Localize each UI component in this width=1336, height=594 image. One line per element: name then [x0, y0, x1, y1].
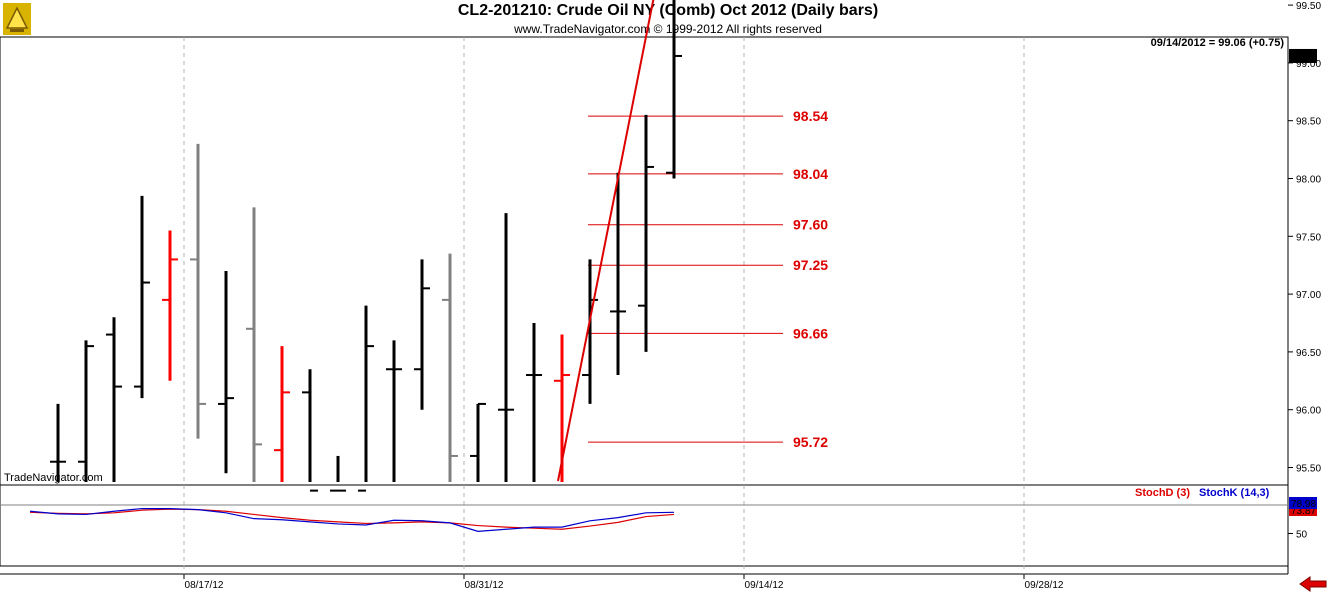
ohlc-bar	[666, 0, 682, 179]
tradenavigator-logo-icon	[3, 3, 31, 35]
legend-stoch-k: StochK (14,3)	[1199, 487, 1270, 499]
ohlc-bar	[442, 253, 458, 482]
y-tick-label: 97.00	[1296, 290, 1321, 301]
fib-red-label: 97.25	[793, 257, 828, 273]
fib-red-label: 98.04	[793, 166, 828, 182]
legend-stoch-d: StochD (3)	[1135, 487, 1190, 499]
stoch-k-value-box	[1289, 497, 1317, 509]
ohlc-bar	[610, 172, 626, 376]
title-bar: CL2-201210: Crude Oil NY (Comb) Oct 2012…	[0, 0, 1336, 38]
watermark-text: TradeNavigator.com	[4, 472, 103, 484]
ohlc-bar	[638, 114, 654, 352]
y-tick-label: 95.50	[1296, 464, 1321, 475]
y-tick-label: 98.50	[1296, 117, 1321, 128]
last-price-box	[1289, 48, 1317, 63]
fib-red-label: 98.54	[793, 108, 828, 124]
fib-levels: 102.27102.72102.56101.72101.21100.67100.…	[588, 108, 828, 450]
ohlc-bars	[50, 0, 682, 492]
y-tick-label: 96.50	[1296, 348, 1321, 359]
y-tick-label: 98.00	[1296, 175, 1321, 186]
fib-red-label: 97.60	[793, 217, 828, 233]
ohlc-bar	[358, 305, 374, 492]
x-tick-label: 09/14/12	[745, 580, 784, 591]
ohlc-bar	[78, 340, 94, 482]
copyright-text: www.TradeNavigator.com © 1999-2012 All r…	[514, 22, 822, 36]
ohlc-bar	[498, 213, 514, 482]
ohlc-bar	[414, 259, 430, 410]
stoch-d-value: 73.87	[1291, 506, 1316, 517]
ohlc-bar	[162, 230, 178, 381]
ohlc-bar	[246, 207, 262, 482]
ohlc-bar	[582, 259, 598, 404]
price-panel-frame	[0, 36, 1289, 486]
fib-red-label: 96.66	[793, 325, 828, 341]
stoch-panel-frame	[0, 484, 1289, 567]
ohlc-bar	[386, 340, 402, 482]
chart-title: CL2-201210: Crude Oil NY (Comb) Oct 2012…	[457, 2, 879, 19]
ohlc-bar	[330, 455, 346, 492]
stoch-d-line	[29, 508, 675, 530]
y-tick-label: 99.00	[1296, 59, 1321, 70]
ohlc-bar	[190, 143, 206, 439]
ohlc-bar	[470, 402, 486, 482]
ohlc-bar	[302, 369, 318, 492]
y-tick-label: 97.50	[1296, 232, 1321, 243]
last-price-label: 99.06	[1291, 52, 1316, 63]
x-tick-label: 08/31/12	[465, 580, 504, 591]
trendline	[557, 0, 655, 482]
ohlc-bar	[526, 323, 542, 482]
fib-red-label: 95.72	[793, 434, 828, 450]
ohlc-bar	[106, 317, 122, 482]
stoch-k-line	[29, 507, 675, 532]
back-arrow-icon[interactable]	[1298, 576, 1328, 592]
ohlc-bar	[134, 195, 150, 399]
y-tick-label: 99.50	[1296, 1, 1321, 12]
trendline-layer	[557, 0, 655, 482]
grid-layer	[183, 37, 1025, 574]
x-tick-label: 08/17/12	[185, 580, 224, 591]
ohlc-bar	[218, 270, 234, 474]
ohlc-bar	[50, 403, 66, 482]
x-tick-label: 09/28/12	[1025, 580, 1064, 591]
ohlc-bar	[274, 346, 290, 482]
last-bar-info: 09/14/2012 = 99.06 (+0.75)	[1151, 37, 1285, 49]
x-axis: 08/17/12 08/31/12 09/14/12 09/28/12	[183, 574, 1064, 591]
stoch-k-value: 78.98	[1291, 499, 1316, 510]
stoch-y-label: 50	[1296, 530, 1308, 541]
y-tick-label: 96.00	[1296, 406, 1321, 417]
y-axis-price: 95.50 96.00 96.50 97.00 97.50 98.00 98.50 99.00…	[1288, 1, 1321, 475]
